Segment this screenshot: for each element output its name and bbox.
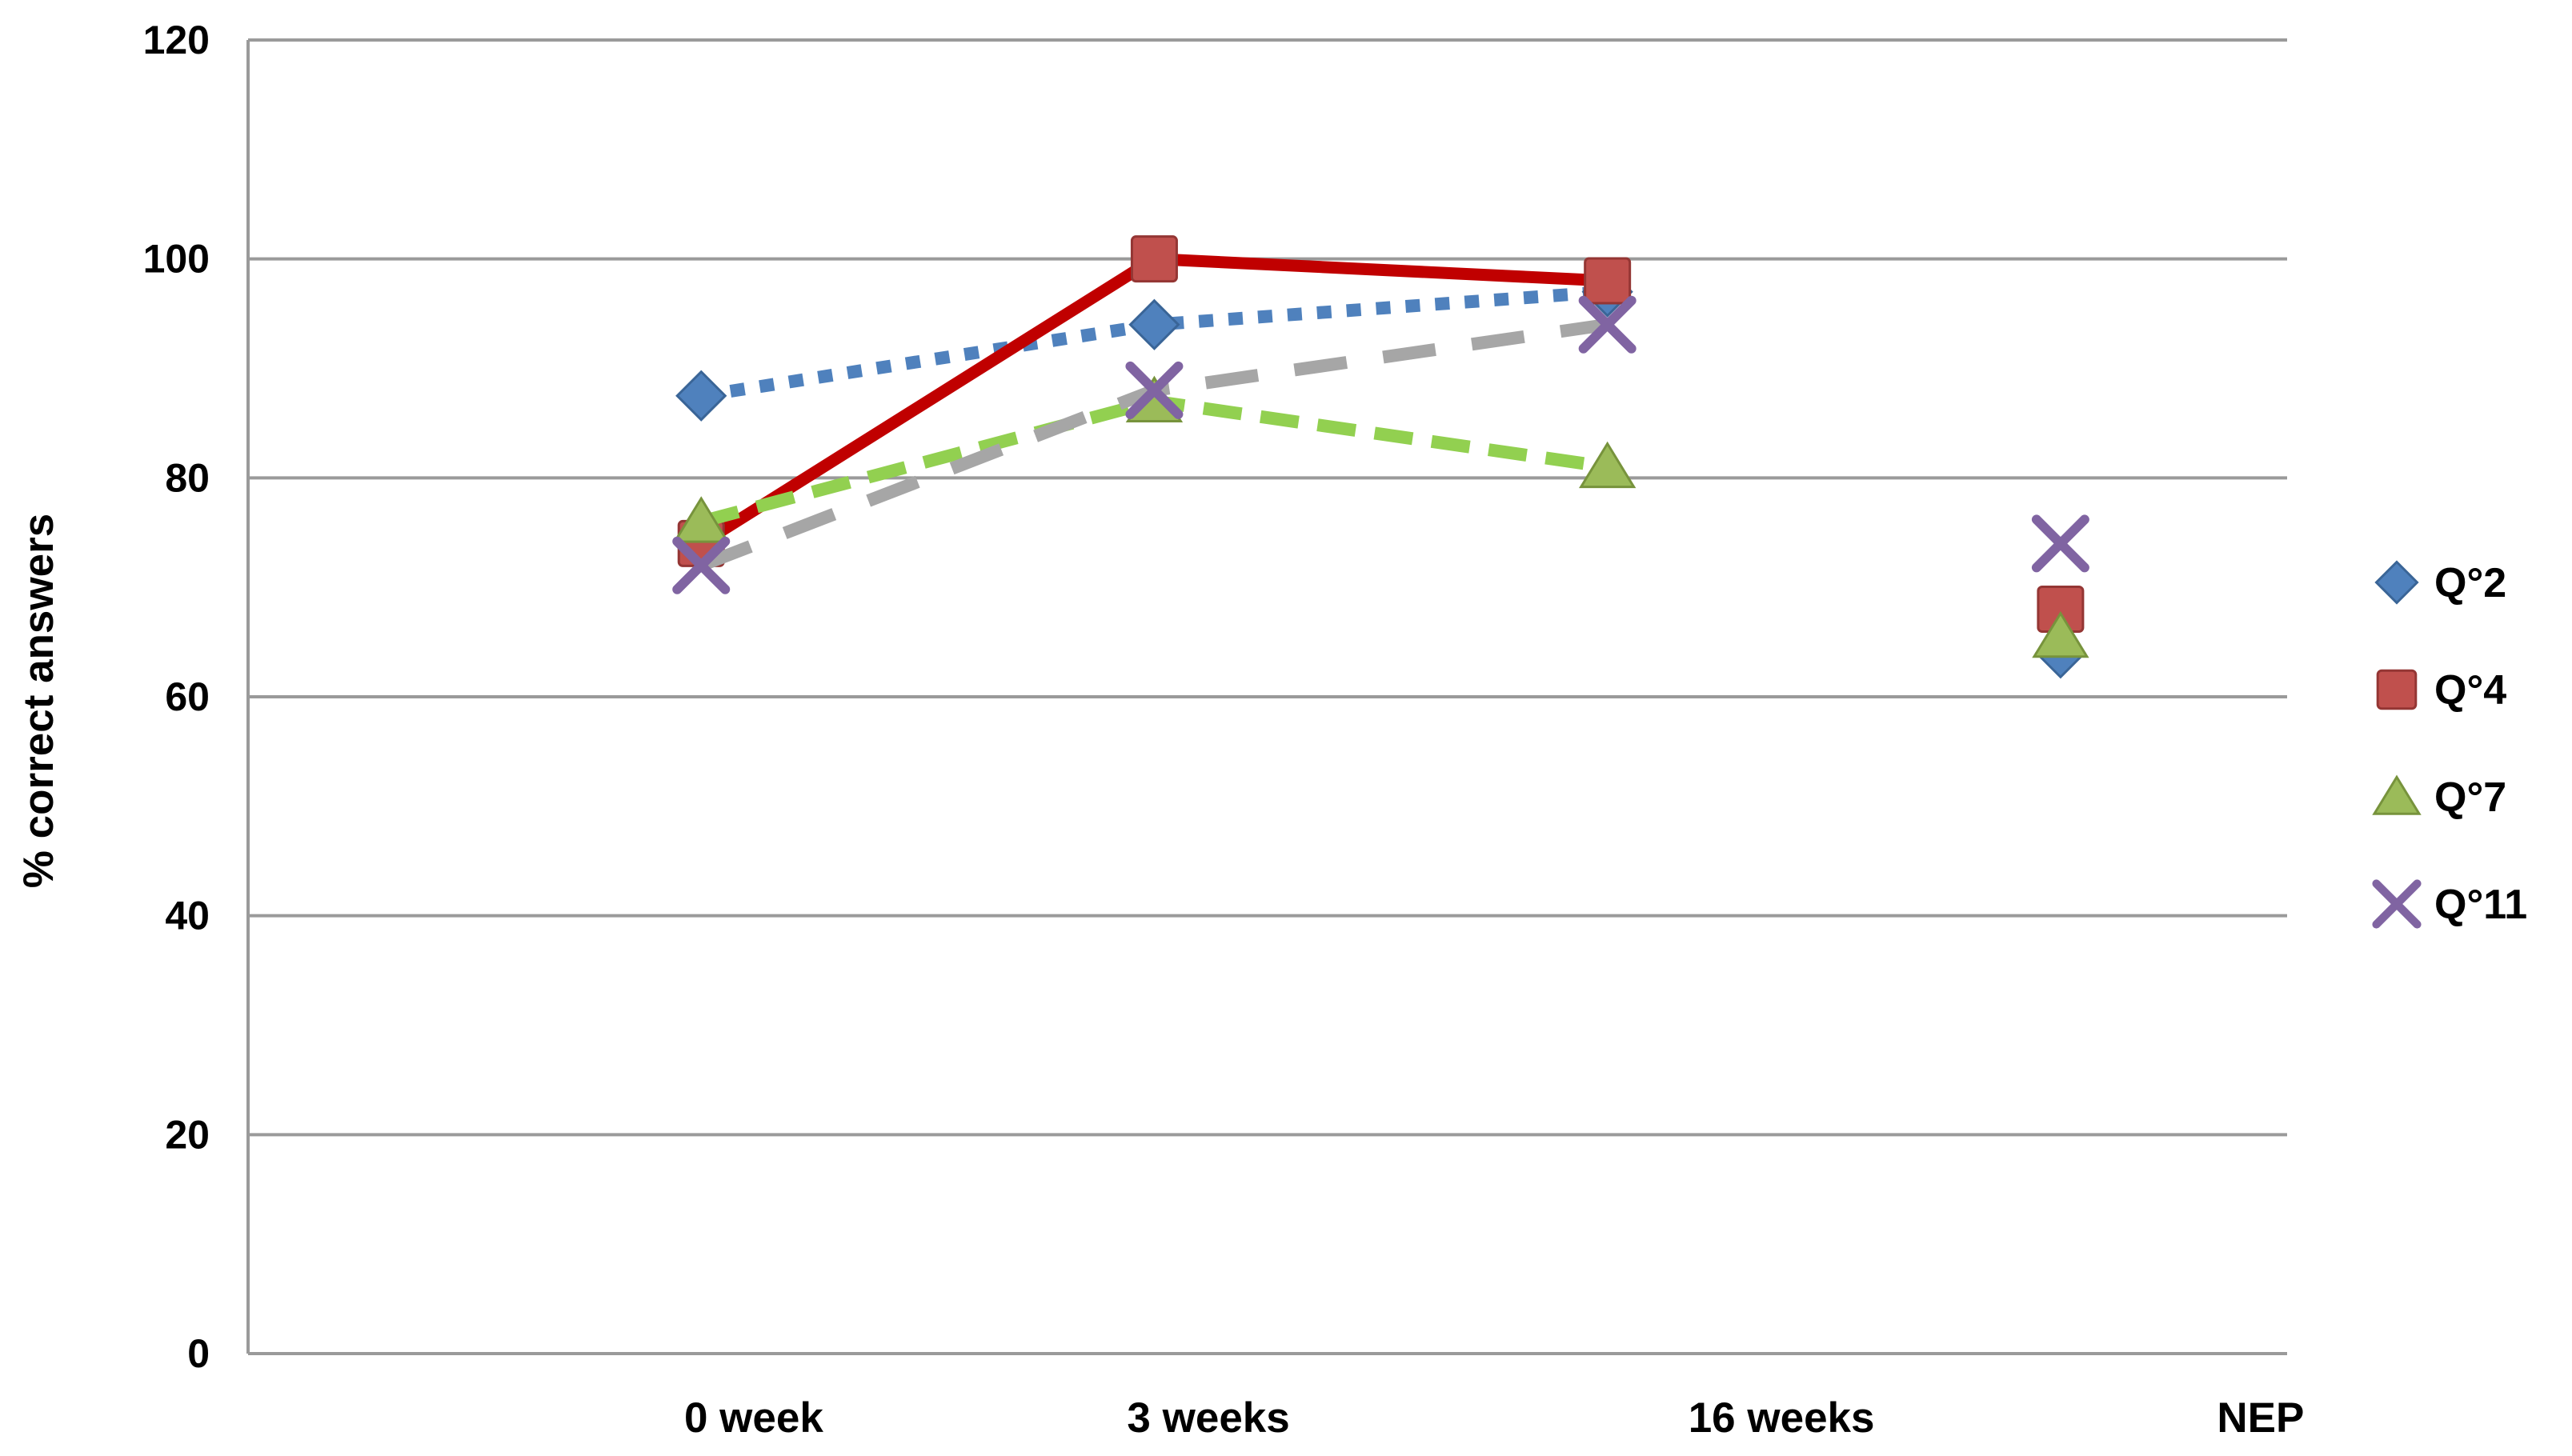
marker-q7-2 bbox=[1578, 441, 1637, 489]
marker-q4-2 bbox=[1584, 257, 1632, 305]
y-tick-label-0: 0 bbox=[187, 1331, 210, 1376]
marker-q2-1 bbox=[1128, 298, 1180, 350]
marker-q4-1 bbox=[1130, 235, 1178, 283]
x-axis-label-3: NEP bbox=[2217, 1394, 2304, 1442]
legend-label-q7: Q°7 bbox=[2434, 774, 2506, 821]
series-line-q11 bbox=[699, 318, 1609, 572]
y-tick-label-120: 120 bbox=[143, 18, 210, 62]
x-axis-label-1: 3 weeks bbox=[1127, 1394, 1289, 1442]
y-tick-label-20: 20 bbox=[165, 1112, 210, 1157]
marker-q7-0 bbox=[672, 496, 730, 543]
legend-label-q2: Q°2 bbox=[2434, 560, 2506, 606]
series-line-q2 bbox=[699, 285, 1609, 402]
marker-q11-3 bbox=[2031, 514, 2089, 573]
marker-q11-1 bbox=[1125, 361, 1184, 419]
x-axis-label-2: 16 weeks bbox=[1689, 1394, 1875, 1442]
legend-label-q4: Q°4 bbox=[2434, 667, 2506, 714]
marker-q11-0 bbox=[672, 536, 731, 594]
legend-marker-q2 bbox=[2374, 560, 2419, 605]
legend-label-q11: Q°11 bbox=[2434, 882, 2527, 928]
y-tick-label-40: 40 bbox=[165, 894, 210, 938]
y-axis-title: % correct answers bbox=[15, 514, 62, 888]
legend-marker-q7 bbox=[2372, 774, 2422, 815]
y-tick-label-100: 100 bbox=[143, 237, 210, 282]
marker-q11-2 bbox=[1578, 295, 1637, 354]
marker-q2-0 bbox=[675, 370, 727, 422]
legend-marker-q4 bbox=[2376, 669, 2418, 710]
y-tick-label-80: 80 bbox=[165, 455, 210, 500]
marker-q7-3 bbox=[2032, 610, 2089, 658]
y-tick-label-60: 60 bbox=[165, 674, 210, 719]
x-axis-label-0: 0 week bbox=[684, 1394, 823, 1442]
legend-marker-q11 bbox=[2372, 879, 2422, 929]
